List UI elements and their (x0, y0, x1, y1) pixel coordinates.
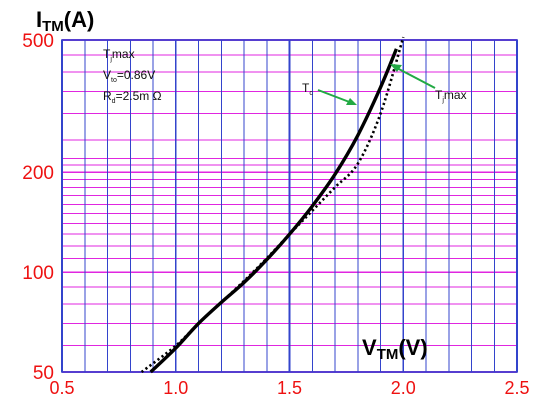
y-axis-label-main: I (36, 7, 42, 32)
annotation-tc-arrowhead (346, 98, 357, 105)
annotation-tjmax-label: Tjmax (435, 88, 467, 104)
param-vto-rest: =0.86V (117, 68, 155, 82)
annotation-tc-arrow (317, 89, 353, 104)
param-vto-main: V (103, 68, 111, 82)
annotation-tjmax-arrowhead (390, 64, 402, 72)
annotation-tjmax: Tjmax (390, 64, 467, 104)
param-tjmax-main: T (103, 47, 111, 61)
param-tjmax-sub: j (109, 56, 112, 63)
x-axis-label-main: V (362, 335, 377, 360)
x-tick-label: 1.5 (277, 378, 302, 398)
y-tick-label: 500 (22, 31, 54, 52)
y-axis-label: ITM(A) (36, 7, 94, 35)
param-tjmax-rest: max (112, 47, 135, 61)
annotation-tc-label: Tc (302, 81, 313, 97)
curves (140, 36, 405, 374)
param-rd-sub: d (112, 98, 116, 105)
x-tick-label: 1.0 (163, 378, 188, 398)
annotation-tjmax-arrow (394, 66, 436, 89)
annotation-tc-main: T (302, 81, 310, 95)
param-rd: Rd=2.5m Ω (103, 89, 162, 105)
param-rd-rest: =2.5m Ω (116, 89, 162, 103)
plot-frame (61, 39, 518, 373)
plot-border (61, 39, 518, 373)
x-tick-label: 0.5 (49, 378, 74, 398)
annotation-tjmax-sub: j (441, 97, 444, 104)
annotation-tjmax-rest: max (444, 88, 467, 102)
annotation-tc: Tc (302, 81, 357, 105)
x-tick-labels: 0.5 1.0 1.5 2.0 2.5 (49, 378, 529, 398)
parameter-box: Tjmax Vto=0.86V Rd=2.5m Ω (103, 47, 162, 105)
param-tjmax: Tjmax (103, 47, 135, 63)
param-vto-sub: to (111, 77, 117, 84)
annotation-tjmax-main: T (435, 88, 443, 102)
y-tick-label: 200 (22, 163, 54, 184)
annotation-tc-sub: c (309, 90, 313, 97)
y-axis-label-unit: (A) (64, 7, 95, 32)
x-axis-label-sub: TM (377, 346, 399, 363)
x-tick-label: 2.5 (504, 378, 529, 398)
param-vto: Vto=0.86V (103, 68, 155, 84)
y-tick-labels: 50 100 200 500 (22, 31, 54, 384)
y-tick-label: 100 (22, 263, 54, 284)
x-axis-label: VTM(V) (362, 335, 428, 363)
param-rd-main: R (103, 89, 112, 103)
y-tick-label: 50 (33, 363, 54, 384)
x-tick-label: 2.0 (391, 378, 416, 398)
x-axis-label-unit: (V) (398, 335, 427, 360)
y-axis-label-sub: TM (42, 18, 64, 35)
